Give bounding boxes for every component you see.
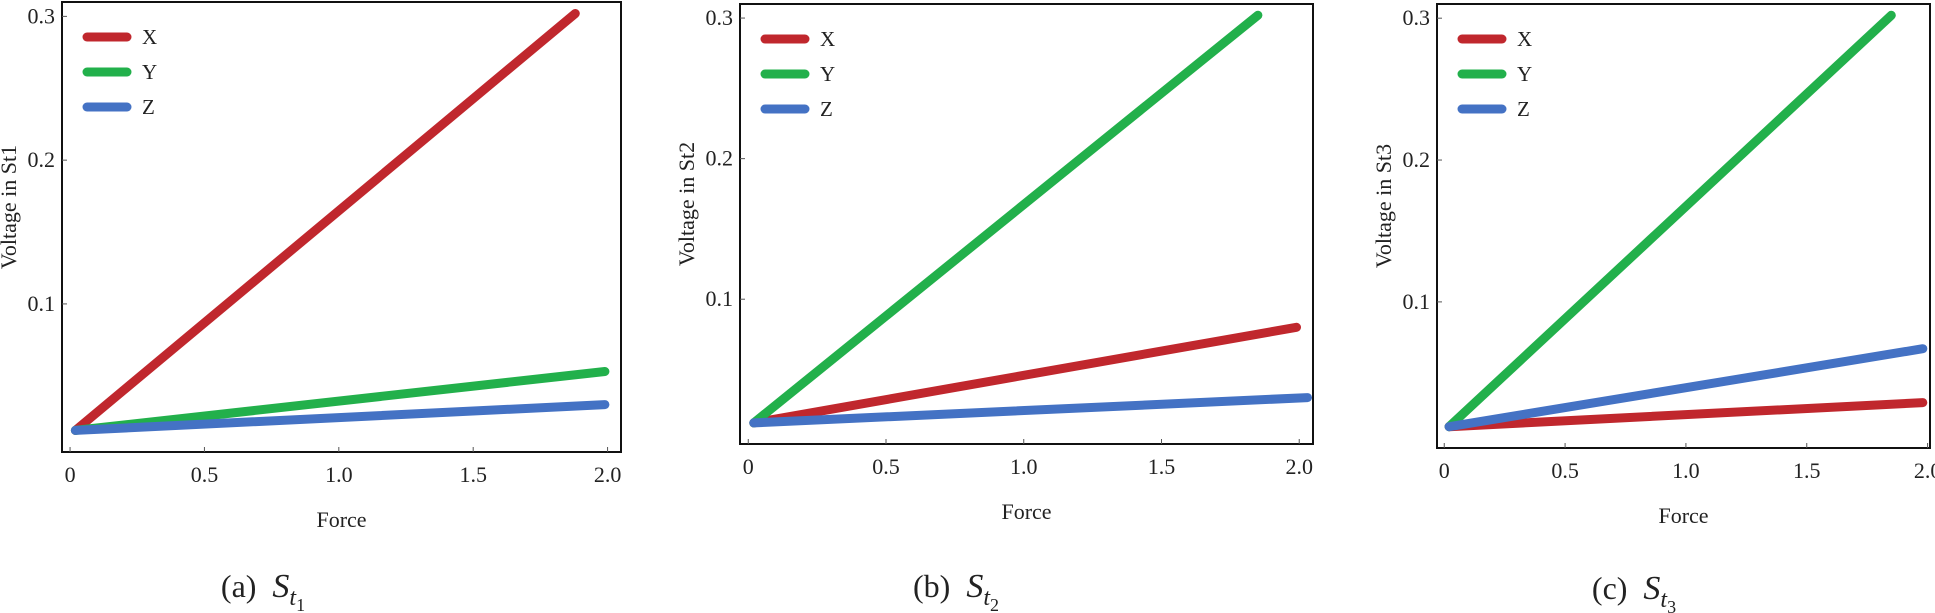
y-tick-label: 0.1 [1403,289,1431,314]
legend-label-x: X [820,27,835,51]
series-line-z [749,393,1312,428]
caption-symbol: S [272,568,289,605]
chart-panel-2: 0.1 0.2 0.3 0 0.5 1.0 1.5 2.0 Force Voltage in St… [674,3,1314,613]
plot-frame [739,3,1314,445]
x-tick-label: 2.0 [1914,458,1935,483]
x-tick-label: 1.0 [325,462,353,487]
caption-prefix: (c) [1592,570,1628,606]
x-tick-label: 2.0 [594,462,622,487]
legend-label-z: Z [1517,97,1530,121]
y-axis-label: Voltage in St1 [0,145,21,269]
series-line-z [70,400,610,435]
x-tick-label: 1.5 [1148,454,1176,479]
legend-label-y: Y [820,62,835,86]
legend-label-z: Z [142,95,155,119]
caption-symbol: S [966,568,983,605]
caption-space [256,568,272,604]
x-tick-label: 2.0 [1285,454,1313,479]
x-tick-label: 0.5 [191,462,219,487]
y-tick-label: 0.2 [706,146,734,171]
caption-subsubscript: 1 [296,595,305,613]
series-line-y [70,367,610,435]
x-axis-label: Force [1658,503,1708,528]
series-line-z [1444,344,1928,432]
y-tick-label: 0.2 [1403,147,1431,172]
x-tick-label: 1.5 [459,462,487,487]
x-tick-label: 0.5 [872,454,900,479]
chart-panel-1: 0.1 0.2 0.3 0 0.5 1.0 1.5 2.0 Force Voltage in St… [0,1,622,613]
caption-space [1627,570,1643,606]
legend-label-x: X [1517,27,1532,51]
caption-prefix: (a) [221,568,257,604]
series-line-y [749,10,1263,428]
x-tick-label: 0 [743,454,754,479]
legend-label-y: Y [1517,62,1532,86]
series-line-x [749,322,1301,428]
plot-frame [61,1,622,453]
caption-prefix: (b) [913,568,950,604]
y-tick-label: 0.2 [28,147,56,172]
x-tick-label: 1.5 [1793,458,1821,483]
panel-caption: (b) St2 [913,568,999,613]
legend-label-x: X [142,25,157,49]
legend-label-z: Z [820,97,833,121]
plot-frame [1436,3,1931,449]
caption-subscript: t [1660,587,1668,613]
caption-space [950,568,966,604]
caption-subsubscript: 3 [1667,597,1676,613]
y-tick-label: 0.3 [28,3,56,28]
caption-symbol: S [1643,570,1660,607]
x-tick-label: 0.5 [1551,458,1579,483]
series-line-y [1444,10,1896,432]
caption-subsubscript: 2 [990,595,999,613]
panel-caption: (a) St1 [221,568,305,613]
caption-subscript: t [289,585,297,611]
x-tick-label: 1.0 [1010,454,1038,479]
chart-panel-3: 0.1 0.2 0.3 0 0.5 1.0 1.5 2.0 Force Voltage in St… [1371,3,1935,613]
series-line-x [1444,398,1928,432]
y-tick-label: 0.1 [706,286,734,311]
x-axis-label: Force [316,507,366,532]
x-tick-label: 0 [1439,458,1450,483]
y-tick-label: 0.3 [706,5,734,30]
x-tick-label: 0 [65,462,76,487]
x-tick-label: 1.0 [1672,458,1700,483]
x-axis-label: Force [1001,499,1051,524]
panel-caption: (c) St3 [1592,570,1676,613]
y-axis-label: Voltage in St3 [1371,144,1396,268]
caption-subscript: t [983,585,991,611]
y-axis-label: Voltage in St2 [674,142,699,266]
y-tick-label: 0.3 [1403,5,1431,30]
series-line-x [70,9,580,435]
legend-label-y: Y [142,60,157,84]
y-tick-label: 0.1 [28,291,56,316]
